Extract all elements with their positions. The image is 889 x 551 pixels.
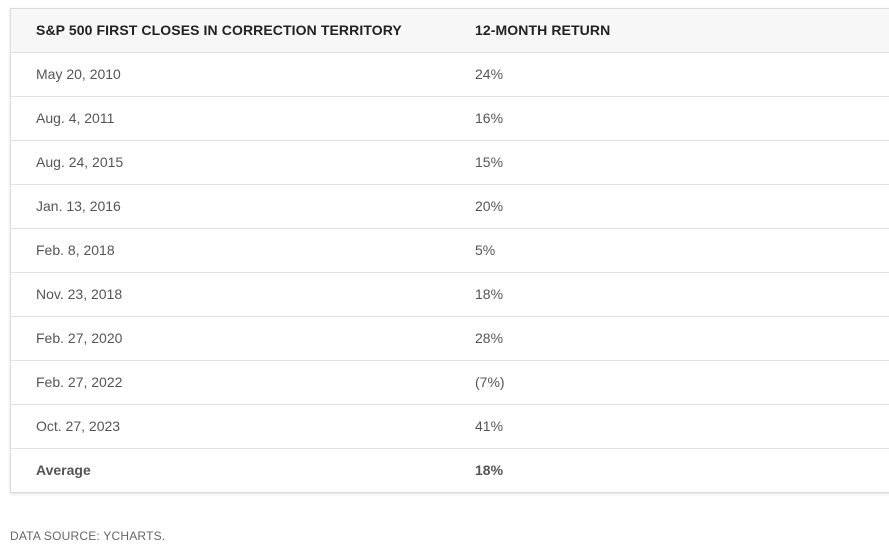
table-row: Feb. 27, 2022 (7%) [11, 360, 889, 404]
table-row: Oct. 27, 2023 41% [11, 404, 889, 448]
table-row: Feb. 8, 2018 5% [11, 228, 889, 272]
row-date: Aug. 24, 2015 [36, 154, 124, 170]
row-return: 24% [475, 66, 504, 82]
row-return: 18% [475, 286, 504, 302]
table-row: Jan. 13, 2016 20% [11, 184, 889, 228]
row-date: Jan. 13, 2016 [36, 198, 121, 214]
data-table-card: S&P 500 FIRST CLOSES IN CORRECTION TERRI… [10, 8, 889, 493]
header-correction-dates: S&P 500 FIRST CLOSES IN CORRECTION TERRI… [36, 22, 402, 39]
table-row: Aug. 4, 2011 16% [11, 96, 889, 140]
average-return: 18% [475, 462, 504, 479]
row-date: Nov. 23, 2018 [36, 286, 123, 302]
average-row: Average 18% [11, 448, 889, 492]
data-source-note: DATA SOURCE: YCHARTS. [10, 529, 166, 543]
row-date: Aug. 4, 2011 [36, 110, 115, 126]
row-date: Oct. 27, 2023 [36, 418, 121, 434]
row-date: Feb. 27, 2020 [36, 330, 123, 346]
row-return: 15% [475, 154, 504, 170]
table-row: Feb. 27, 2020 28% [11, 316, 889, 360]
table-row: Nov. 23, 2018 18% [11, 272, 889, 316]
table-row: Aug. 24, 2015 15% [11, 140, 889, 184]
row-date: Feb. 27, 2022 [36, 374, 123, 390]
row-return: (7%) [475, 374, 505, 390]
table-row: May 20, 2010 24% [11, 52, 889, 96]
row-return: 5% [475, 242, 496, 258]
table-header-row: S&P 500 FIRST CLOSES IN CORRECTION TERRI… [11, 9, 889, 52]
row-return: 20% [475, 198, 504, 214]
row-date: Feb. 8, 2018 [36, 242, 115, 258]
header-12-month-return: 12-MONTH RETURN [475, 22, 611, 39]
row-date: May 20, 2010 [36, 66, 121, 82]
row-return: 41% [475, 418, 504, 434]
row-return: 28% [475, 330, 504, 346]
average-label: Average [36, 462, 91, 479]
row-return: 16% [475, 110, 504, 126]
table-body: May 20, 2010 24% Aug. 4, 2011 16% Aug. 2… [11, 52, 889, 492]
correction-returns-table: S&P 500 FIRST CLOSES IN CORRECTION TERRI… [11, 9, 889, 492]
